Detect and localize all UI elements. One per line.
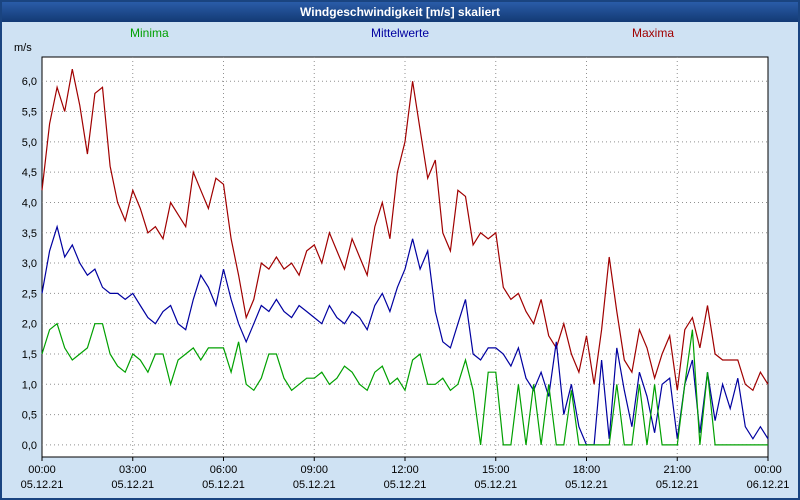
x-tick-time-label: 09:00 (300, 464, 328, 476)
title-bar: Windgeschwindigkeit [m/s] skaliert (2, 2, 798, 22)
x-tick-date-label: 05.12.21 (565, 479, 608, 491)
x-tick-time-label: 15:00 (482, 464, 510, 476)
x-tick-date-label: 05.12.21 (474, 479, 517, 491)
legend-maxima: Maxima (632, 26, 675, 40)
legend-mittelwerte: Mittelwerte (370, 26, 430, 40)
legend-minima: Minima (130, 26, 169, 40)
y-tick-label: 4,5 (22, 167, 37, 179)
x-tick-date-label: 05.12.21 (111, 479, 154, 491)
x-tick-time-label: 00:00 (28, 464, 56, 476)
maxima-line (41, 68, 769, 392)
x-tick-date-label: 05.12.21 (202, 479, 245, 491)
x-tick-time-label: 21:00 (663, 464, 691, 476)
y-tick-label: 1,0 (22, 379, 37, 391)
y-tick-label: 0,0 (22, 440, 37, 452)
y-tick-label: 3,0 (22, 258, 37, 270)
minima-line (41, 322, 768, 446)
window-title: Windgeschwindigkeit [m/s] skaliert (300, 5, 500, 19)
x-tick-date-label: 05.12.21 (656, 479, 699, 491)
x-tick-time-label: 03:00 (119, 464, 147, 476)
y-tick-label: 3,5 (22, 228, 37, 240)
y-axis-unit-label: m/s (14, 42, 32, 54)
x-tick-date-label: 05.12.21 (21, 479, 64, 491)
y-tick-label: 4,0 (22, 197, 37, 209)
y-tick-label: 5,0 (22, 137, 37, 149)
x-tick-date-label: 05.12.21 (293, 479, 336, 491)
x-tick-time-label: 00:00 (754, 464, 782, 476)
y-tick-label: 5,5 (22, 107, 37, 119)
y-tick-label: 2,0 (22, 319, 37, 331)
y-tick-label: 1,5 (22, 349, 37, 361)
x-tick-time-label: 18:00 (573, 464, 601, 476)
x-tick-date-label: 05.12.21 (384, 479, 427, 491)
x-tick-time-label: 06:00 (210, 464, 238, 476)
y-tick-label: 2,5 (22, 288, 37, 300)
x-tick-time-label: 12:00 (391, 464, 419, 476)
y-tick-label: 0,5 (22, 410, 37, 422)
y-tick-label: 6,0 (22, 76, 37, 88)
chart-legend: Minima Mittelwerte Maxima (2, 26, 798, 42)
x-tick-date-label: 06.12.21 (747, 479, 790, 491)
mittelwerte-line (41, 224, 769, 446)
